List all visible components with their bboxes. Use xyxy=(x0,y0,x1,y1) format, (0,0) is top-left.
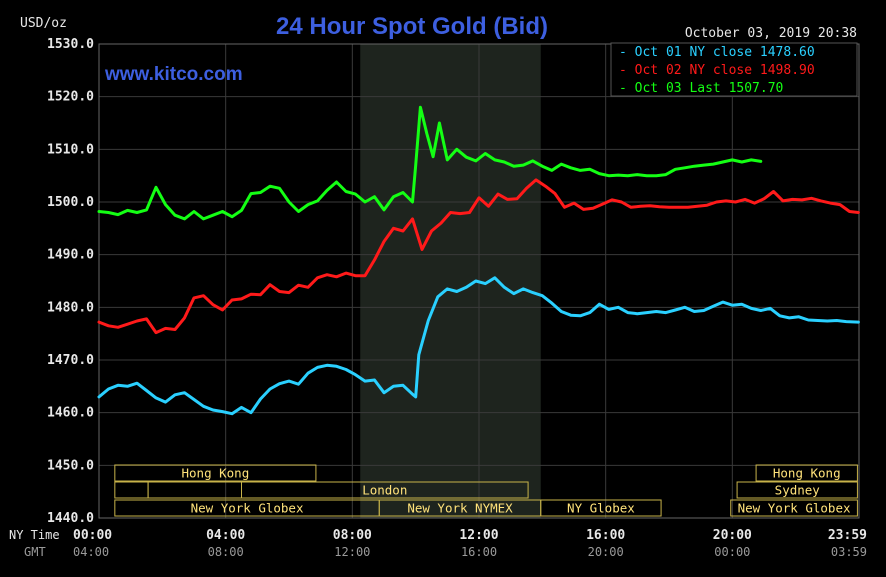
x-tick-label-gmt: 20:00 xyxy=(588,545,624,559)
legend-entry-oct02: - Oct 02 NY close 1498.90 xyxy=(619,63,815,78)
market-session-box xyxy=(147,481,242,499)
y-tick-label: 1440.0 xyxy=(47,511,94,526)
x-axis-row-label-ny: NY Time xyxy=(9,528,60,542)
kitco-watermark: www.kitco.com xyxy=(104,64,243,85)
price-series xyxy=(97,105,860,416)
market-session-label: Sydney xyxy=(775,483,821,498)
market-session-label: New York NYMEX xyxy=(407,501,513,516)
legend: - Oct 01 NY close 1478.60 - Oct 02 NY cl… xyxy=(610,42,858,97)
legend-label: Oct 02 NY close 1498.90 xyxy=(635,63,815,78)
ny-session-shading xyxy=(360,44,541,518)
x-tick-label-ny: 20:00 xyxy=(713,528,752,543)
x-tick-label-ny: 12:00 xyxy=(459,528,498,543)
x-axis-row-label-gmt: GMT xyxy=(24,545,46,559)
x-tick-label-ny: 23:59 xyxy=(828,528,867,543)
timestamp: October 03, 2019 20:38 xyxy=(685,26,857,41)
y-tick-label: 1470.0 xyxy=(47,353,94,368)
market-sessions: Hong Kong Hong Kong London Sydney New York G… xyxy=(114,464,858,517)
market-session-label: NY Globex xyxy=(567,501,635,516)
y-tick-label: 1460.0 xyxy=(47,406,94,421)
x-tick-label-ny: 04:00 xyxy=(206,528,245,543)
unit-label: USD/oz xyxy=(20,16,67,31)
x-tick-label-gmt: 08:00 xyxy=(208,545,244,559)
chart-title: 24 Hour Spot Gold (Bid) xyxy=(276,13,548,40)
market-session-box: Sydney xyxy=(736,481,858,499)
legend-entry-oct03: - Oct 03 Last 1507.70 xyxy=(619,81,783,96)
plot-border xyxy=(98,43,860,519)
x-tick-label-gmt: 12:00 xyxy=(334,545,370,559)
y-tick-label: 1510.0 xyxy=(47,142,94,157)
y-tick-label: 1450.0 xyxy=(47,458,94,473)
price-line-series-1 xyxy=(97,276,860,416)
market-session-frame xyxy=(114,464,317,482)
y-tick-label: 1520.0 xyxy=(47,90,94,105)
y-tick-label: 1500.0 xyxy=(47,195,94,210)
market-session-label: New York Globex xyxy=(738,501,851,516)
market-session-frame xyxy=(730,499,858,517)
axis-labels: 1530.0 1520.0 1510.0 1500.0 1490.0 1480.0 1470… xyxy=(9,37,867,559)
x-tick-label-gmt: 00:00 xyxy=(714,545,750,559)
x-tick-label-ny: 00:00 xyxy=(73,528,112,543)
market-session-frame xyxy=(736,481,858,499)
market-session-frame xyxy=(147,481,242,499)
legend-box xyxy=(610,42,858,97)
market-session-label: Hong Kong xyxy=(773,466,841,481)
market-session-box: NY Globex xyxy=(540,499,662,517)
market-session-label: Hong Kong xyxy=(182,466,250,481)
x-tick-label-ny: 08:00 xyxy=(333,528,372,543)
x-tick-label-gmt: 16:00 xyxy=(461,545,497,559)
x-tick-label-ny: 16:00 xyxy=(586,528,625,543)
legend-label: Oct 03 Last 1507.70 xyxy=(635,81,784,96)
legend-marker: - xyxy=(619,81,635,96)
price-line-series-2 xyxy=(97,178,860,335)
x-tick-label-gmt: 03:59 xyxy=(831,545,867,559)
legend-marker: - xyxy=(619,63,635,78)
market-session-frame xyxy=(540,499,662,517)
legend-entry-oct01: - Oct 01 NY close 1478.60 xyxy=(619,45,815,60)
y-tick-label: 1480.0 xyxy=(47,300,94,315)
market-session-box: Hong Kong xyxy=(114,464,317,482)
market-session-box: Hong Kong xyxy=(755,464,858,482)
y-tick-label: 1490.0 xyxy=(47,248,94,263)
y-tick-label: 1530.0 xyxy=(47,37,94,52)
market-session-label: New York Globex xyxy=(191,501,304,516)
market-session-label: London xyxy=(362,483,407,498)
market-session-frame xyxy=(755,464,858,482)
price-line-series-3 xyxy=(97,105,763,221)
legend-marker: - xyxy=(619,45,635,60)
x-tick-label-gmt: 04:00 xyxy=(73,545,109,559)
legend-label: Oct 01 NY close 1478.60 xyxy=(635,45,815,60)
market-session-box: New York Globex xyxy=(730,499,858,517)
